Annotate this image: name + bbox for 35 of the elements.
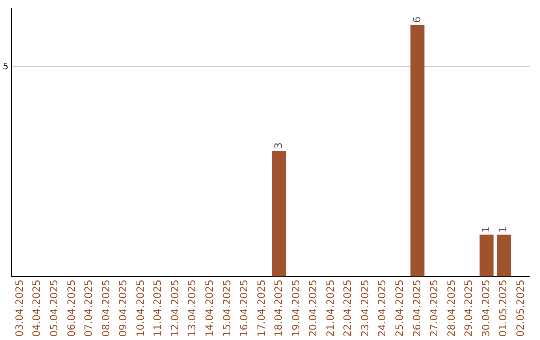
x-tick-label: 22.04.2025: [343, 280, 354, 338]
x-tick-label: 17.04.2025: [256, 280, 268, 338]
x-tick-label: 12.04.2025: [170, 280, 182, 338]
x-tick-label: 09.04.2025: [118, 280, 130, 338]
x-tick-label: 14.04.2025: [204, 280, 216, 338]
x-tick-label: 26.04.2025: [412, 280, 424, 338]
x-tick-label: 20.04.2025: [308, 280, 320, 338]
x-tick-label: 25.04.2025: [395, 280, 406, 338]
x-tick-label: 13.04.2025: [188, 280, 199, 338]
x-tick-label: 05.04.2025: [50, 280, 61, 338]
x-tick-label: 23.04.2025: [360, 280, 372, 338]
y-tick-label: 5: [2, 62, 9, 72]
x-tick-label: 11.04.2025: [153, 280, 164, 338]
x-tick-label: 27.04.2025: [430, 280, 441, 338]
data-label: 6: [412, 16, 424, 24]
data-label: 3: [274, 142, 286, 149]
x-tick-label: 29.04.2025: [464, 280, 476, 338]
x-tick-label: 01.05.2025: [498, 280, 510, 338]
x-tick-label: 24.04.2025: [378, 280, 389, 338]
x-tick-label: 06.04.2025: [66, 280, 78, 338]
x-tick-label: 16.04.2025: [240, 280, 251, 338]
x-tick-label: 19.04.2025: [291, 280, 302, 338]
x-tick-label: 10.04.2025: [136, 280, 147, 338]
x-tick-label: 03.04.2025: [14, 280, 26, 338]
x-tick-label: 21.04.2025: [326, 280, 337, 338]
x-tick-label: 07.04.2025: [84, 280, 96, 338]
data-label: 1: [498, 226, 510, 233]
x-tick-label: 04.04.2025: [32, 280, 44, 338]
x-tick-label: 18.04.2025: [274, 280, 286, 338]
x-tick-label: 08.04.2025: [101, 280, 112, 338]
x-tick-label: 30.04.2025: [481, 280, 492, 338]
data-label: 1: [481, 226, 492, 233]
x-tick-label: 15.04.2025: [222, 280, 234, 338]
x-tick-label: 28.04.2025: [446, 280, 458, 338]
x-tick-label: 02.05.2025: [516, 280, 527, 338]
